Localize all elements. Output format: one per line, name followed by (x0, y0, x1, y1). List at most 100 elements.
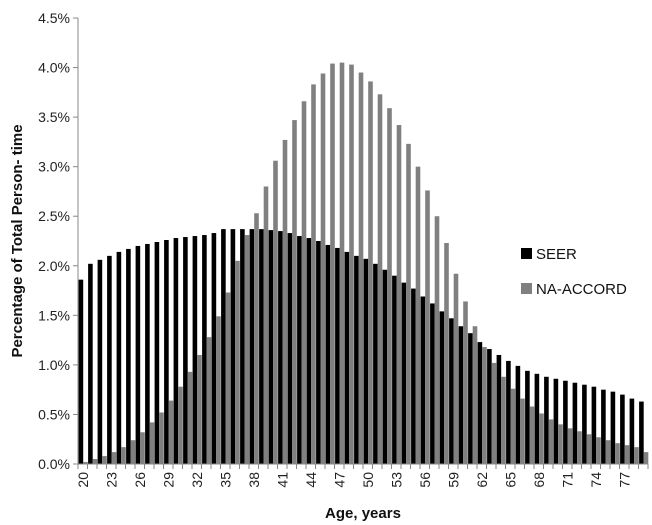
bar-seer (610, 391, 616, 464)
bar-seer (135, 245, 141, 464)
bar-na-accord (140, 432, 145, 464)
bar-seer (363, 258, 369, 464)
bar-na-accord (254, 213, 259, 464)
bar-seer (316, 241, 321, 464)
bar-seer (487, 349, 492, 464)
bar-na-accord (197, 354, 202, 464)
bar-seer (553, 378, 559, 464)
bar-seer (192, 236, 198, 464)
bar-seer (458, 326, 464, 464)
bar-na-accord (187, 371, 193, 464)
bar-na-accord (415, 166, 421, 465)
bar-na-accord (577, 431, 582, 464)
bar-seer (88, 263, 93, 464)
bar-na-accord (235, 260, 240, 464)
x-axis-ticks: 20 23 26 29 32 35 38 41 44 47 50 53 56 59 62 65 68 71 74 77 (75, 464, 649, 488)
bar-na-accord (396, 125, 402, 464)
bar-na-accord (634, 447, 639, 464)
legend-swatch-seer (521, 248, 532, 259)
bar-na-accord (149, 422, 155, 464)
legend: SEER NA-ACCORD (521, 246, 627, 298)
bar-na-accord (130, 440, 136, 464)
bar-na-accord (273, 160, 278, 464)
bar-seer (259, 229, 264, 464)
bar-na-accord (206, 337, 212, 464)
y-axis-ticks: 0.0% 0.5% 1.0% 1.5% 2.0% 2.5% 3.0% 3.5% 4.0% 4.5% (38, 10, 78, 472)
x-tick-label: 71 (559, 472, 575, 488)
bar-seer (297, 236, 302, 464)
bar-na-accord (387, 108, 392, 464)
bar-seer (534, 373, 540, 464)
bar-seer (173, 238, 179, 464)
bar-seer (116, 251, 122, 464)
x-tick-label: 68 (531, 472, 547, 488)
bar-seer (240, 229, 245, 464)
bar-na-accord (444, 242, 449, 464)
bar-na-accord (567, 428, 573, 464)
bar-na-accord (178, 386, 183, 464)
x-tick-label: 32 (189, 472, 205, 488)
bar-na-accord (425, 190, 430, 464)
bar-na-accord (434, 216, 440, 464)
bar-seer (525, 370, 530, 464)
bar-seer (477, 342, 483, 464)
bar-seer (411, 288, 416, 464)
y-tick-label: 0.5% (38, 406, 70, 422)
bar-seer (572, 382, 578, 464)
bar-seer (629, 398, 635, 464)
x-tick-label: 56 (417, 472, 433, 488)
bar-seer (221, 229, 226, 464)
x-tick-label: 26 (132, 472, 148, 488)
bar-seer (620, 394, 625, 464)
x-axis-title: Age, years (325, 505, 401, 522)
x-tick-label: 20 (75, 472, 91, 488)
bar-seer (601, 389, 606, 464)
bar-seer (591, 386, 597, 464)
bar-na-accord (615, 443, 620, 464)
y-tick-label: 3.5% (38, 109, 70, 125)
bar-na-accord (548, 419, 554, 464)
bar-na-accord (244, 235, 250, 464)
x-tick-label: 47 (331, 472, 347, 488)
bar-na-accord (605, 440, 611, 464)
bar-na-accord (377, 94, 383, 464)
bar-seer (202, 235, 207, 464)
y-tick-label: 1.0% (38, 357, 70, 373)
bar-na-accord (463, 301, 468, 464)
bar-seer (164, 240, 169, 464)
x-tick-label: 41 (274, 472, 290, 488)
x-tick-label: 62 (474, 472, 490, 488)
bar-seer (145, 243, 150, 464)
bar-na-accord (263, 186, 269, 465)
bar-na-accord (339, 62, 345, 464)
bar-seer (506, 360, 511, 464)
bar-na-accord (586, 434, 592, 464)
bar-na-accord (83, 462, 88, 464)
bar-seer (78, 279, 84, 464)
bar-seer (249, 229, 255, 464)
bar-na-accord (301, 101, 307, 464)
bar-seer (420, 296, 426, 464)
bar-na-accord (92, 459, 98, 464)
bar-na-accord (121, 447, 126, 464)
bar-na-accord (368, 81, 373, 465)
bar-na-accord (168, 400, 174, 464)
bar-seer (335, 247, 340, 464)
bar-seer (126, 248, 131, 464)
bar-seer (563, 380, 568, 464)
bar-seer (230, 229, 236, 464)
bar-seer (449, 318, 454, 464)
bar-seer (430, 303, 435, 464)
bar-na-accord (349, 64, 354, 464)
bar-seer (97, 259, 103, 464)
bar-na-accord (501, 376, 506, 464)
bar-na-accord (320, 73, 326, 464)
bar-seer (401, 282, 407, 464)
legend-swatch-na-accord (521, 283, 532, 294)
bar-na-accord (539, 413, 544, 464)
bar-na-accord (216, 316, 221, 464)
x-tick-label: 23 (103, 472, 119, 488)
bar-na-accord (529, 406, 535, 464)
y-tick-label: 1.5% (38, 307, 70, 323)
